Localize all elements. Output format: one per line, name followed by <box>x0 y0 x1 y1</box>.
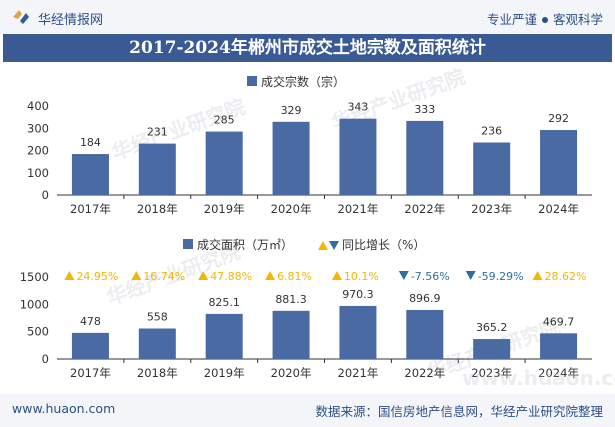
bar <box>205 313 243 359</box>
bar <box>540 333 578 359</box>
growth-up-triangle-icon <box>331 271 342 280</box>
x-tick-label: 2022年 <box>404 202 445 216</box>
bar <box>272 121 310 195</box>
y-tick-label: 500 <box>27 325 49 339</box>
bar-value-label: 970.3 <box>342 288 374 301</box>
growth-up-triangle-icon <box>131 271 142 280</box>
x-tick-label: 2022年 <box>404 366 445 380</box>
legend-up-triangle-icon <box>318 241 328 250</box>
bar <box>339 305 377 359</box>
x-tick-label: 2019年 <box>204 366 245 380</box>
y-tick-label: 0 <box>42 188 49 202</box>
x-tick-label: 2017年 <box>70 202 111 216</box>
y-tick-label: 300 <box>27 121 49 135</box>
legend-down-triangle-icon <box>329 241 339 250</box>
bar <box>406 120 444 195</box>
legend-label: 同比增长（%） <box>342 238 425 252</box>
bar-value-label: 184 <box>80 136 101 149</box>
growth-up-triangle-icon <box>265 271 276 280</box>
growth-up-triangle-icon <box>198 271 209 280</box>
bar <box>71 154 109 195</box>
bar-value-label: 236 <box>481 124 502 137</box>
slogan-right: 客观科学 <box>552 12 603 27</box>
y-tick-label: 400 <box>27 99 49 113</box>
slogan: 专业严谨 客观科学 <box>487 9 603 28</box>
bar-value-label: 825.1 <box>208 296 240 309</box>
bar-value-label: 343 <box>347 101 368 114</box>
growth-label: 47.88% <box>210 270 252 283</box>
chart-canvas: 华经产业研究院华经产业研究院华经产业研究院华经产业研究院 成交宗数（宗）0100… <box>20 64 615 390</box>
chart-land-parcels: 成交宗数（宗） 0 100 200 300 400 184 2017年 231 2018年 285 2… <box>27 74 592 216</box>
bar-value-label: 231 <box>147 126 168 139</box>
separator-dot-icon <box>541 17 548 23</box>
bar-value-label: 365.2 <box>476 321 508 334</box>
y-tick-label: 0 <box>42 352 49 366</box>
growth-down-triangle-icon <box>465 271 476 280</box>
growth-label: 10.1% <box>344 270 379 283</box>
bar <box>540 130 578 195</box>
x-tick-label: 2020年 <box>271 366 312 380</box>
x-tick-label: 2017年 <box>70 366 111 380</box>
bar-value-label: 558 <box>147 310 168 323</box>
title-bar: 2017-2024年郴州市成交土地宗数及面积统计 <box>3 34 612 62</box>
bar <box>339 118 377 195</box>
bar-value-label: 881.3 <box>275 293 307 306</box>
x-tick-label: 2021年 <box>338 366 379 380</box>
legend-swatch <box>247 76 257 86</box>
bar-value-label: 292 <box>548 112 569 125</box>
bar-value-label: 333 <box>414 103 435 116</box>
bar <box>138 143 176 195</box>
x-tick-label: 2024年 <box>538 366 579 380</box>
growth-label: -59.29% <box>478 270 524 283</box>
chart-land-area: 成交面积（万㎡） 同比增长（%） 0 500 1000 1500 478 2017年 558 20… <box>20 237 615 390</box>
x-tick-label: 2023年 <box>471 366 512 380</box>
bar <box>138 328 176 359</box>
growth-down-triangle-icon <box>398 271 409 280</box>
brand-name: 华经情报网 <box>38 13 104 28</box>
chart-title: 2017-2024年郴州市成交土地宗数及面积统计 <box>129 38 486 58</box>
bar-value-label: 478 <box>80 315 101 328</box>
footer-site: www.huaon.com <box>12 401 116 416</box>
top-bar <box>0 0 615 34</box>
bar <box>272 310 310 359</box>
x-tick-label: 2023年 <box>471 202 512 216</box>
x-tick-label: 2024年 <box>538 202 579 216</box>
y-tick-label: 100 <box>27 166 49 180</box>
x-tick-label: 2019年 <box>204 202 245 216</box>
growth-label: 28.62% <box>545 270 587 283</box>
bar <box>205 131 243 195</box>
slogan-left: 专业严谨 <box>486 12 537 27</box>
growth-up-triangle-icon <box>532 271 543 280</box>
bar-value-label: 285 <box>214 114 235 127</box>
bar <box>71 332 109 359</box>
legend-label: 成交面积（万㎡） <box>197 237 293 252</box>
bar <box>473 142 511 195</box>
bar-value-label: 469.7 <box>543 315 575 328</box>
y-tick-label: 200 <box>27 144 49 158</box>
y-tick-label: 1000 <box>20 297 49 311</box>
legend-label: 成交宗数（宗） <box>261 74 345 89</box>
x-tick-label: 2018年 <box>137 366 178 380</box>
bar <box>473 339 511 359</box>
legend-swatch <box>183 239 193 249</box>
growth-label: 24.95% <box>76 270 118 283</box>
x-tick-label: 2018年 <box>137 202 178 216</box>
footer-source: 数据来源：国信房地产信息网，华经产业研究院整理 <box>315 404 603 419</box>
bar-value-label: 896.9 <box>409 292 441 305</box>
bar-value-label: 329 <box>281 104 302 117</box>
bar <box>406 309 444 359</box>
growth-label: -7.56% <box>411 270 450 283</box>
y-tick-label: 1500 <box>20 270 49 284</box>
footer-bar <box>0 394 615 427</box>
watermark-url: www.huaon.com <box>462 366 615 390</box>
growth-label: 16.74% <box>143 270 185 283</box>
growth-label: 6.81% <box>277 270 312 283</box>
growth-up-triangle-icon <box>64 271 75 280</box>
huajing-logo-icon <box>13 10 29 24</box>
x-tick-label: 2020年 <box>271 202 312 216</box>
x-tick-label: 2021年 <box>338 202 379 216</box>
